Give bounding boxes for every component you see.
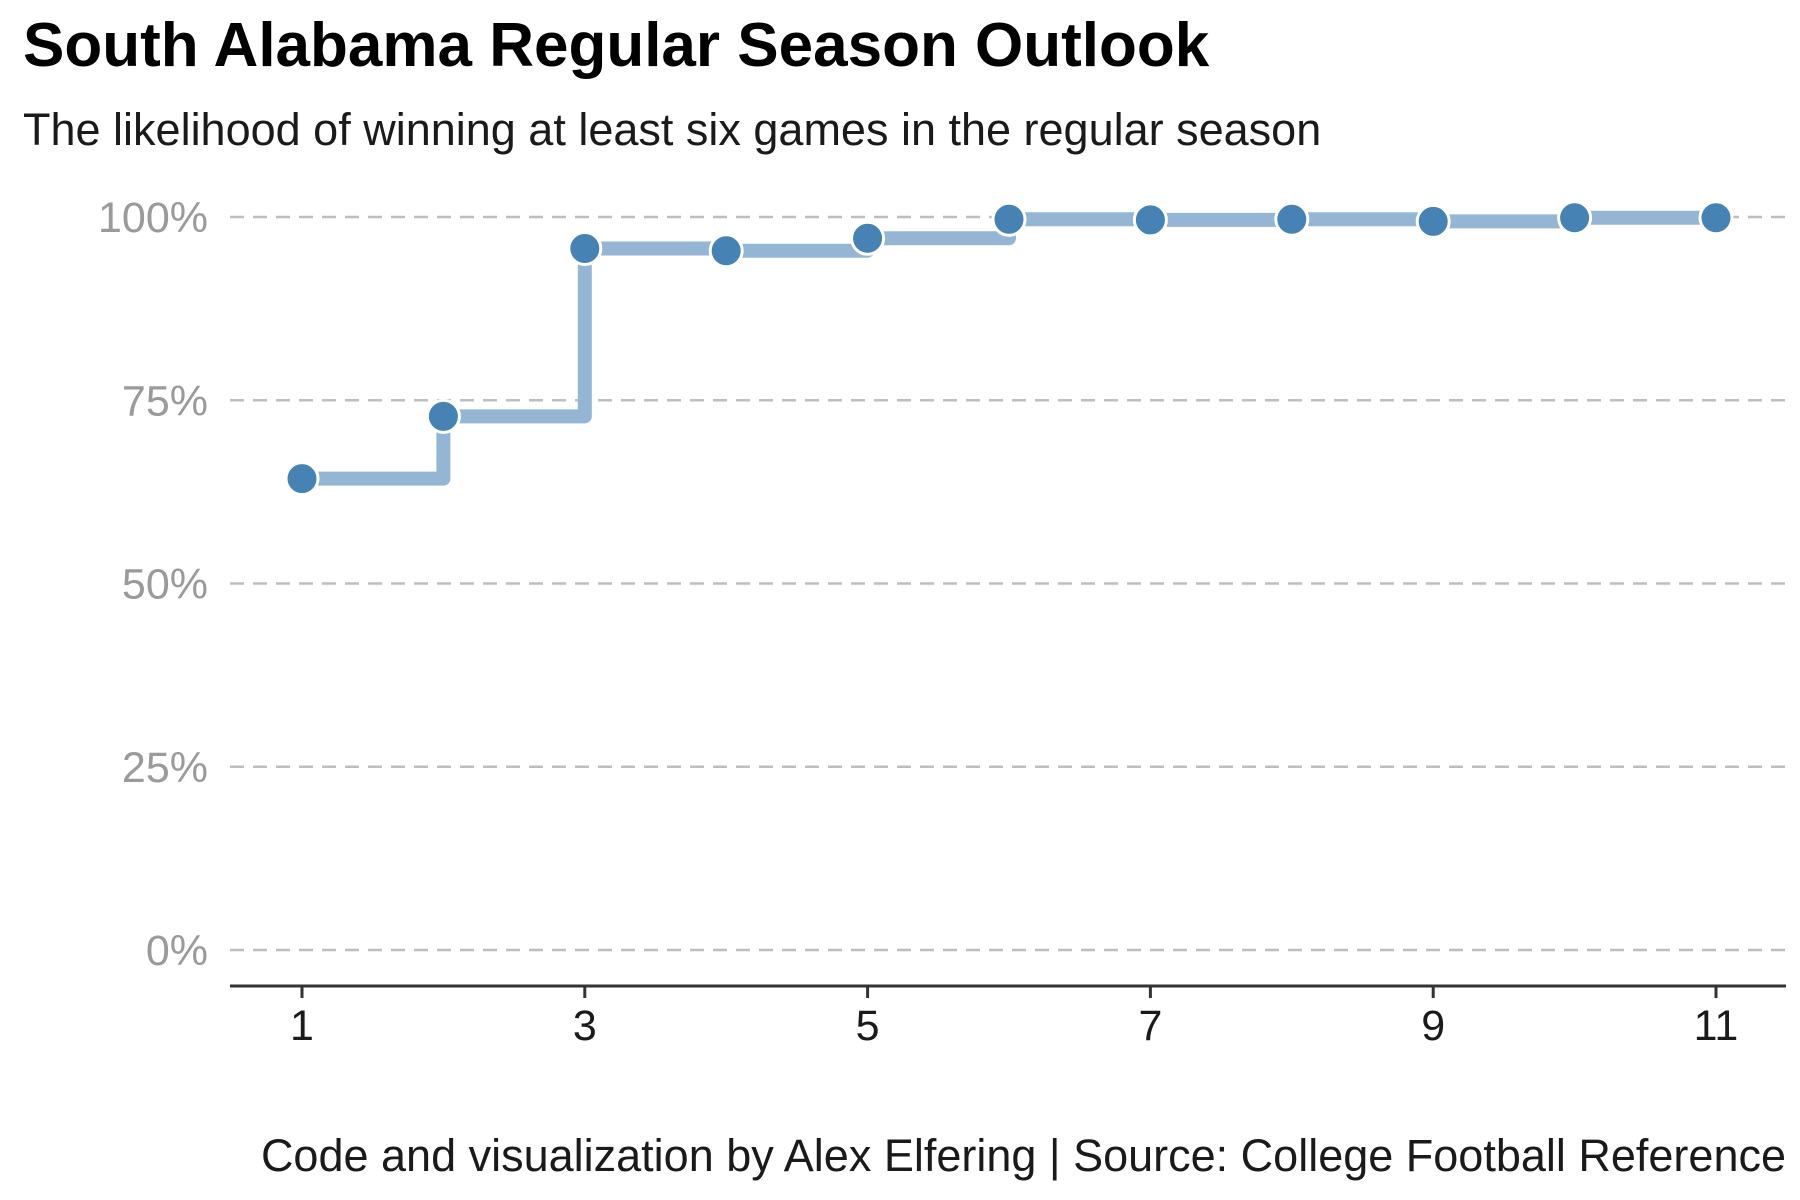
grid-lines [230,215,1786,952]
data-point-9 [1415,203,1451,239]
data-point-7 [1132,202,1168,238]
data-point-4 [708,233,744,269]
x-tick-label-9: 9 [1421,1002,1445,1050]
step-series [295,210,1723,486]
x-tick-label-7: 7 [1138,1002,1162,1050]
data-point-8 [1274,201,1310,237]
data-point-6 [991,201,1027,237]
chart-title: South Alabama Regular Season Outlook [23,11,1210,80]
data-point-5 [850,220,886,256]
chart-subtitle: The likelihood of winning at least six g… [23,104,1322,155]
x-axis-ticks: 1 3 5 7 9 11 [290,986,1738,1050]
y-axis-ticks: 0% 25% 50% 75% 100% [98,194,208,975]
y-tick-label-100: 100% [98,194,208,242]
data-points [284,200,1734,497]
y-tick-label-25: 25% [122,744,208,792]
data-point-11 [1698,200,1734,236]
y-tick-label-75: 75% [122,377,208,425]
y-tick-label-50: 50% [122,561,208,609]
x-tick-label-3: 3 [573,1002,597,1050]
y-tick-label-0: 0% [146,927,208,975]
data-point-10 [1557,200,1593,236]
data-point-3 [567,231,603,267]
data-point-1 [284,461,320,497]
x-tick-label-5: 5 [856,1002,880,1050]
step-line [295,210,1723,486]
chart-caption: Code and visualization by Alex Elfering … [260,1130,1786,1181]
x-tick-label-11: 11 [1694,1002,1739,1050]
data-point-2 [425,398,461,434]
x-tick-label-1: 1 [290,1002,314,1050]
